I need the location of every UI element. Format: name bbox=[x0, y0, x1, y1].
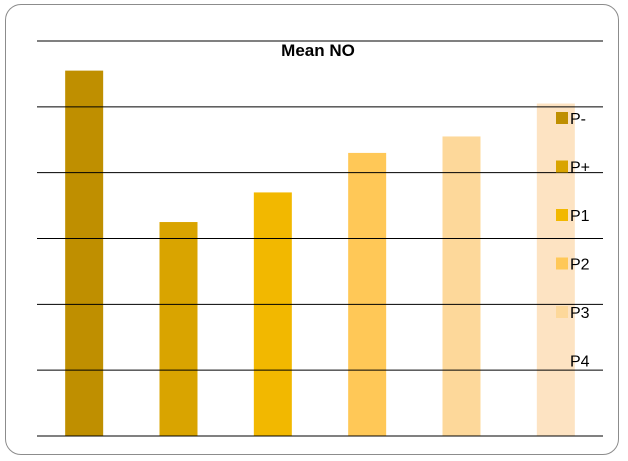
gridlines bbox=[37, 40, 603, 437]
legend-label: P+ bbox=[570, 160, 590, 177]
legend-swatch bbox=[556, 209, 568, 221]
bar-pminus bbox=[65, 70, 104, 436]
legend-label: P4 bbox=[570, 354, 590, 371]
legend-swatch bbox=[556, 160, 568, 173]
legend-swatch bbox=[556, 306, 568, 318]
legend-swatch bbox=[556, 257, 568, 270]
bar-p3 bbox=[442, 136, 481, 437]
legend-label: P3 bbox=[570, 305, 590, 322]
bar-pplus bbox=[159, 222, 198, 436]
bar-p1 bbox=[253, 192, 292, 436]
legend-swatch bbox=[556, 112, 568, 124]
legend-label: P1 bbox=[570, 208, 590, 225]
legend-label: P- bbox=[570, 111, 586, 128]
legend-label: P2 bbox=[570, 257, 590, 274]
legend: P- P+ P1 P2 P3 P4 bbox=[556, 111, 590, 371]
chart-frame bbox=[5, 4, 619, 455]
bar-p2 bbox=[348, 152, 387, 436]
bar-p4 bbox=[536, 103, 575, 437]
chart-title: Mean NO bbox=[281, 41, 355, 60]
bars bbox=[65, 70, 575, 437]
